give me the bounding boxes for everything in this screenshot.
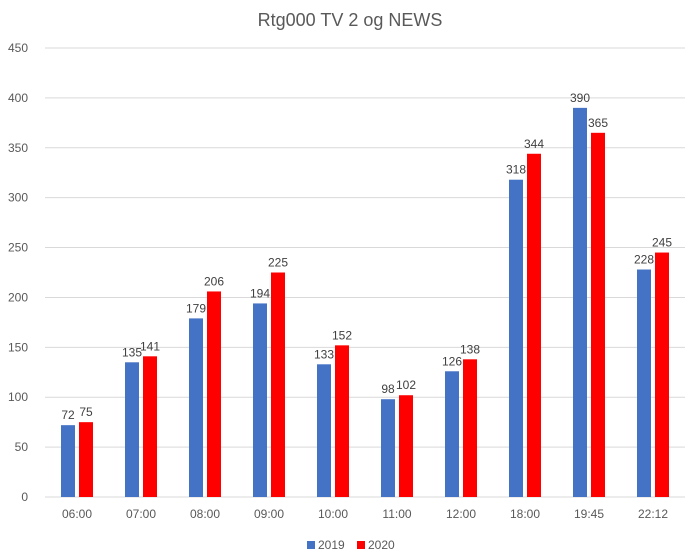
bar-2020-1100 (399, 395, 413, 497)
y-tick-label: 100 (8, 390, 28, 404)
data-label: 390 (570, 91, 590, 105)
bar-2019-1200 (445, 371, 459, 497)
bar-2020-1945 (591, 132, 605, 498)
legend-swatch-2020 (357, 541, 365, 549)
bars (61, 107, 669, 498)
legend-label: 2020 (368, 538, 395, 552)
data-label: 365 (588, 116, 608, 130)
data-label: 152 (332, 328, 352, 342)
bar-2019-2212 (637, 269, 651, 497)
x-tick-label: 19:45 (574, 507, 604, 521)
data-label: 138 (460, 342, 480, 356)
bar-2020-0700 (143, 356, 157, 497)
bar-2020-2212 (655, 252, 669, 497)
data-label: 72 (61, 408, 75, 422)
bar-2019-0900 (253, 303, 267, 497)
y-tick-label: 250 (8, 241, 28, 255)
x-tick-label: 07:00 (126, 507, 156, 521)
bar-2020-0600 (79, 422, 93, 497)
data-label: 179 (186, 301, 206, 315)
data-label: 75 (79, 405, 93, 419)
x-tick-label: 10:00 (318, 507, 348, 521)
y-tick-label: 400 (8, 91, 28, 105)
legend-label: 2019 (318, 538, 345, 552)
data-label: 135 (122, 345, 142, 359)
bar-2020-1000 (335, 345, 349, 497)
x-tick-label: 18:00 (510, 507, 540, 521)
bar-2020-1200 (463, 359, 477, 497)
legend-swatch-2019 (307, 541, 315, 549)
data-label: 344 (524, 137, 544, 151)
bar-2020-0800 (207, 291, 221, 497)
data-label: 141 (140, 339, 160, 353)
bar-2019-0600 (61, 425, 75, 497)
y-tick-label: 0 (21, 490, 28, 504)
data-label: 206 (204, 274, 224, 288)
x-tick-label: 22:12 (638, 507, 668, 521)
y-tick-label: 300 (8, 191, 28, 205)
chart-title: Rtg000 TV 2 og NEWS (258, 10, 443, 30)
y-tick-label: 150 (8, 340, 28, 354)
data-label: 126 (442, 354, 462, 368)
y-axis-ticks: 0 50 100 150 200 250 300 350 400 450 (8, 41, 28, 504)
x-tick-label: 06:00 (62, 507, 92, 521)
bar-2019-1100 (381, 399, 395, 497)
legend: 2019 2020 (307, 538, 395, 552)
bar-2020-0900 (271, 272, 285, 497)
y-tick-label: 200 (8, 290, 28, 304)
data-label: 228 (634, 253, 654, 267)
x-tick-label: 11:00 (382, 507, 411, 521)
y-tick-label: 350 (8, 141, 28, 155)
data-label: 245 (652, 236, 672, 250)
bar-2019-1000 (317, 364, 331, 497)
y-tick-label: 450 (8, 41, 28, 55)
data-label: 318 (506, 163, 526, 177)
data-label: 225 (268, 256, 288, 270)
bar-2019-0700 (125, 362, 139, 497)
x-tick-label: 12:00 (446, 507, 476, 521)
bar-2019-0800 (189, 318, 203, 497)
x-tick-label: 08:00 (190, 507, 220, 521)
bar-2019-1800 (509, 179, 523, 497)
x-axis-ticks: 06:00 07:00 08:00 09:00 10:00 11:00 12:00 18:00… (62, 507, 668, 521)
data-label: 194 (250, 286, 270, 300)
x-tick-label: 09:00 (254, 507, 284, 521)
data-label: 102 (396, 378, 416, 392)
data-label: 98 (381, 382, 395, 396)
data-label: 133 (314, 347, 334, 361)
bar-2020-1800 (527, 153, 541, 497)
y-tick-label: 50 (15, 440, 29, 454)
bar-2019-1945 (573, 107, 587, 497)
